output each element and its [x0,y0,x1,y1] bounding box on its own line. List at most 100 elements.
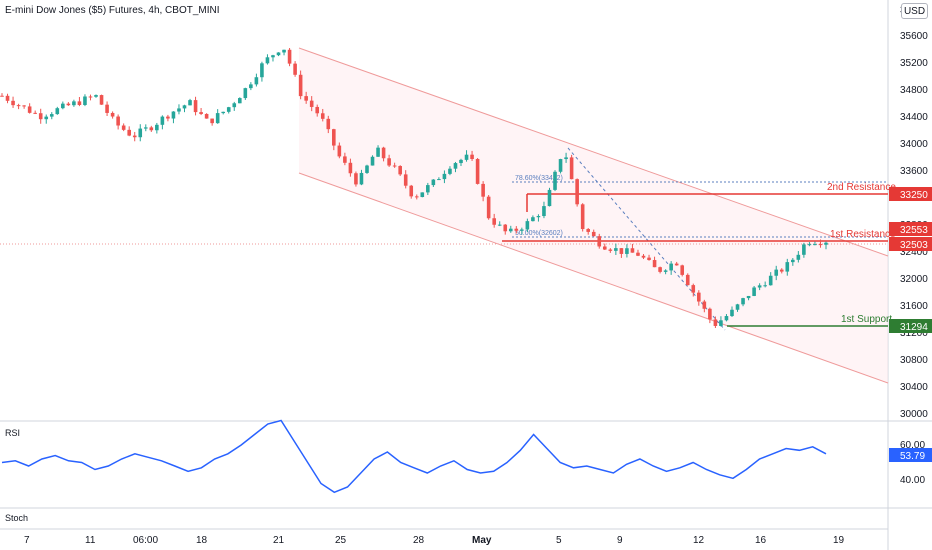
candle-body[interactable] [569,157,574,180]
candle-body[interactable] [387,158,391,166]
candle-body[interactable] [492,218,496,225]
candle-body[interactable] [66,103,71,106]
candle-body[interactable] [752,287,756,296]
candle-body[interactable] [320,113,325,119]
time-axis[interactable]: 7 11 06:00 18 21 25 28 May 5 9 12 16 19 [24,535,845,546]
candle-body[interactable] [785,262,790,272]
candle-body[interactable] [177,108,181,112]
candle-body[interactable] [94,95,98,97]
candle-body[interactable] [580,204,585,230]
candle-body[interactable] [630,248,635,253]
candle-body[interactable] [503,224,508,232]
candle-body[interactable] [663,270,668,272]
candle-body[interactable] [22,105,26,107]
candle-body[interactable] [669,263,673,271]
candle-body[interactable] [381,147,386,159]
currency-button[interactable]: USD [901,3,928,19]
candle-body[interactable] [27,106,32,113]
rsi-line[interactable] [1,419,827,494]
candle-body[interactable] [72,101,76,106]
candle-body[interactable] [453,163,458,169]
candle-body[interactable] [132,135,137,138]
candle-body[interactable] [647,257,651,261]
candle-body[interactable] [49,114,54,117]
candle-body[interactable] [602,246,607,250]
candle-body[interactable] [497,224,502,226]
candle-body[interactable] [746,295,751,299]
candle-body[interactable] [564,157,568,160]
candle-body[interactable] [691,285,696,293]
candle-body[interactable] [166,116,170,119]
candle-body[interactable] [470,154,474,160]
candle-body[interactable] [536,216,541,218]
candle-body[interactable] [354,173,358,185]
candle-body[interactable] [652,260,657,268]
candle-body[interactable] [558,159,563,172]
candle-body[interactable] [210,118,214,124]
candle-body[interactable] [459,159,463,164]
candle-body[interactable] [807,244,812,246]
candle-body[interactable] [608,249,613,251]
candle-body[interactable] [38,113,43,120]
candle-body[interactable] [155,124,159,131]
candle-body[interactable] [448,168,452,174]
candle-body[interactable] [365,165,369,173]
candle-body[interactable] [520,229,524,231]
candle-body[interactable] [824,242,828,245]
candle-body[interactable] [309,100,314,107]
candle-body[interactable] [249,84,253,89]
candle-body[interactable] [437,179,441,181]
candle-body[interactable] [116,116,120,126]
channel-lower-line[interactable] [298,172,889,384]
candle-body[interactable] [553,171,557,190]
candle-body[interactable] [55,108,60,115]
candle-body[interactable] [597,236,602,247]
candle-body[interactable] [464,154,469,160]
candle-body[interactable] [414,196,419,198]
candle-body[interactable] [741,298,745,305]
candle-body[interactable] [271,55,275,58]
candle-body[interactable] [768,275,773,286]
candle-body[interactable] [226,107,231,112]
candle-body[interactable] [713,319,718,326]
candle-body[interactable] [431,179,436,186]
candle-body[interactable] [160,116,165,125]
candlestick-series[interactable] [0,47,828,329]
candle-body[interactable] [359,172,364,185]
candle-body[interactable] [193,100,198,113]
candle-body[interactable] [514,228,519,231]
candle-body[interactable] [260,63,264,78]
candle-body[interactable] [298,74,303,97]
candle-body[interactable] [0,95,4,97]
candle-body[interactable] [508,228,513,232]
candle-body[interactable] [243,88,248,99]
candle-body[interactable] [343,156,347,163]
candle-body[interactable] [221,111,226,114]
candle-body[interactable] [11,100,15,106]
candle-body[interactable] [641,255,646,258]
candle-body[interactable] [348,162,353,174]
candle-body[interactable] [304,96,308,101]
candle-body[interactable] [143,127,148,129]
candle-body[interactable] [276,52,281,56]
candle-body[interactable] [326,118,331,130]
candle-body[interactable] [33,112,37,114]
candle-body[interactable] [188,100,192,106]
candle-body[interactable] [138,128,143,138]
candle-body[interactable] [481,183,485,197]
candle-body[interactable] [813,244,817,246]
candle-body[interactable] [475,159,480,184]
candle-body[interactable] [99,95,104,105]
candle-body[interactable] [702,301,707,309]
candle-body[interactable] [44,116,49,120]
candle-body[interactable] [403,174,408,186]
candle-body[interactable] [204,113,209,119]
candle-body[interactable] [149,127,154,131]
candle-body[interactable] [105,104,109,113]
candle-body[interactable] [735,304,740,310]
candle-body[interactable] [586,229,591,232]
candle-body[interactable] [724,316,729,321]
candle-body[interactable] [779,269,784,272]
candle-body[interactable] [337,145,342,157]
candle-body[interactable] [542,206,546,217]
